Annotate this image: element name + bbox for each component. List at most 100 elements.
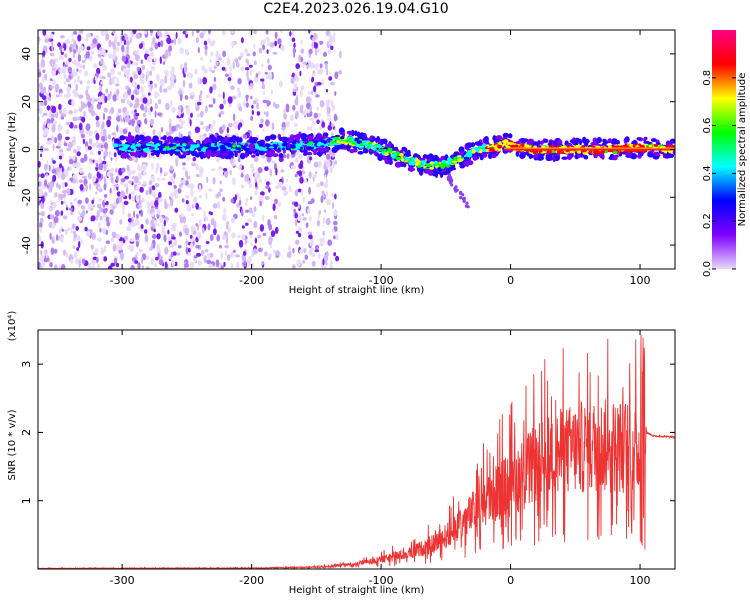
heatmap-noise-cell (117, 108, 122, 114)
heatmap-noise-cell (152, 129, 156, 136)
heatmap-noise-cell (229, 157, 234, 164)
heatmap-noise-cell (154, 83, 158, 88)
heatmap-noise-cell (333, 209, 338, 217)
heatmap-noise-cell (159, 167, 163, 174)
heatmap-band-cell (272, 153, 279, 158)
heatmap-noise-cell (38, 160, 41, 168)
heatmap-ridge-cell (399, 153, 403, 156)
heatmap-noise-cell (164, 171, 169, 175)
heatmap-noise-cell (325, 217, 331, 226)
heatmap-noise-cell (302, 61, 307, 65)
heatmap-noise-cell (85, 123, 91, 131)
heatmap-band-cell (251, 154, 256, 158)
heatmap-noise-cell (236, 61, 239, 65)
heatmap-noise-cell (148, 246, 151, 252)
heatmap-ridge-cell (349, 140, 354, 143)
heatmap-noise-cell (295, 230, 299, 234)
heatmap-band-cell (614, 154, 619, 158)
heatmap-noise-cell (105, 240, 111, 244)
heatmap-noise-cell (53, 248, 58, 254)
heatmap-noise-cell (208, 104, 214, 108)
heatmap-noise-cell (264, 166, 269, 172)
heatmap-noise-cell (72, 89, 77, 95)
heatmap-band-cell (130, 152, 138, 157)
heatmap-noise-cell (135, 54, 140, 62)
heatmap-noise-cell (188, 82, 193, 89)
heatmap-band-cell (421, 168, 426, 172)
heatmap-noise-cell (226, 126, 230, 134)
heatmap-noise-cell (309, 105, 312, 112)
heatmap-noise-cell (328, 37, 333, 45)
heatmap-noise-cell (116, 95, 119, 101)
heatmap-band-cell (410, 167, 416, 172)
heatmap-noise-cell (299, 70, 302, 77)
heatmap-band-cell (217, 154, 224, 158)
heatmap-noise-cell (198, 218, 202, 227)
heatmap-noise-cell (205, 191, 208, 200)
heatmap-noise-cell (221, 30, 226, 36)
heatmap-noise-cell (128, 193, 132, 200)
heatmap-noise-cell (277, 38, 282, 45)
heatmap-band-cell (189, 139, 194, 145)
heatmap-noise-cell (307, 207, 311, 214)
heatmap-noise-cell (49, 200, 53, 205)
heatmap-noise-cell (38, 62, 43, 70)
heatmap-noise-cell (78, 259, 81, 268)
heatmap-noise-cell (132, 176, 135, 180)
heatmap-noise-cell (136, 101, 140, 107)
heatmap-noise-cell (313, 41, 316, 49)
heatmap-noise-cell (156, 223, 160, 227)
heatmap-noise-cell (131, 195, 134, 202)
heatmap-noise-cell (256, 102, 259, 110)
heatmap-band-cell (545, 154, 552, 162)
heatmap-noise-cell (79, 80, 83, 85)
heatmap-band-cell (240, 152, 246, 160)
colorbar-tick-label: 0.0 (702, 261, 713, 277)
heatmap-noise-cell (282, 108, 287, 114)
heatmap-noise-cell (64, 228, 68, 236)
heatmap-noise-cell (108, 152, 111, 159)
heatmap-noise-cell (273, 214, 278, 220)
heatmap-noise-cell (205, 241, 210, 244)
heatmap-noise-cell (38, 116, 41, 121)
heatmap-noise-cell (99, 216, 103, 221)
heatmap-ridge-cell (387, 147, 393, 152)
heatmap-noise-cell (208, 66, 213, 73)
heatmap-noise-cell (48, 206, 52, 212)
heatmap-noise-cell (66, 38, 70, 45)
heatmap-noise-cell (69, 177, 74, 182)
heatmap-noise-cell (253, 248, 258, 255)
heatmap-noise-cell (247, 218, 253, 223)
heatmap-noise-cell (257, 71, 261, 75)
heatmap-noise-cell (255, 73, 259, 78)
heatmap-noise-cell (309, 117, 315, 121)
heatmap-noise-cell (69, 165, 72, 171)
heatmap-noise-cell (290, 76, 295, 84)
heatmap-noise-cell (325, 99, 331, 107)
heatmap-noise-cell (87, 146, 92, 150)
heatmap-noise-cell (61, 172, 66, 181)
heatmap-noise-cell (140, 103, 145, 111)
heatmap-ridge-cell (384, 152, 389, 156)
heatmap-noise-cell (250, 163, 254, 169)
heatmap-noise-cell (164, 75, 168, 84)
heatmap-noise-cell (274, 226, 279, 234)
heatmap-noise-cell (52, 160, 56, 164)
heatmap-noise-cell (110, 68, 115, 76)
heatmap-noise-cell (187, 72, 191, 78)
heatmap-noise-cell (195, 164, 199, 171)
heatmap-noise-cell (111, 78, 115, 85)
heatmap-noise-cell (137, 172, 142, 181)
heatmap-noise-cell (195, 202, 200, 210)
heatmap-noise-cell (317, 81, 322, 86)
heatmap-ridge-cell (391, 153, 398, 156)
heatmap-ridge-cell (181, 147, 185, 151)
heatmap-noise-cell (92, 264, 95, 269)
heatmap-noise-cell (179, 231, 182, 237)
heatmap-noise-cell (82, 64, 86, 69)
heatmap-noise-cell (96, 256, 99, 264)
heatmap-noise-cell (207, 30, 211, 35)
heatmap-noise-cell (123, 183, 128, 188)
heatmap-noise-cell (100, 247, 104, 256)
heatmap-noise-cell (291, 37, 296, 42)
